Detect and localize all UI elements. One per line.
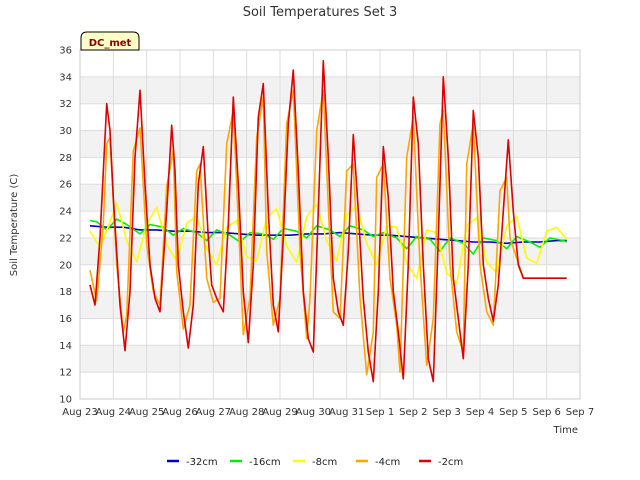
x-tick-label: Sep 6 [532, 407, 560, 418]
x-tick-label: Sep 2 [399, 407, 427, 418]
series-line-8cm [89, 202, 568, 285]
plot-frame [79, 49, 581, 400]
y-tick-label: 20 [59, 260, 72, 271]
x-tick-label: Aug 26 [162, 407, 197, 418]
y-tick-label: 24 [59, 207, 72, 218]
badge-label: DC_met [89, 38, 132, 49]
series-line-2cm [89, 59, 567, 383]
legend-label: -16cm [249, 457, 281, 468]
y-tick-label: 34 [59, 72, 72, 83]
y-tick-label: 28 [59, 153, 72, 164]
x-tick-label: Aug 25 [129, 407, 164, 418]
legend-label: -8cm [312, 457, 337, 468]
axes [79, 49, 581, 400]
x-tick-label: Aug 27 [196, 407, 231, 418]
y-tick-label: 14 [59, 341, 72, 352]
plot-area [80, 50, 580, 399]
x-tick-label: Aug 29 [262, 407, 297, 418]
x-tick-label: Aug 31 [329, 407, 364, 418]
y-tick-label: 22 [59, 233, 72, 244]
y-tick-label: 16 [59, 314, 72, 325]
y-tick-label: 12 [59, 368, 72, 379]
x-tick-label: Sep 4 [466, 407, 494, 418]
station-badge: DC_met [80, 31, 140, 51]
y-tick-label: 26 [59, 180, 72, 191]
legend-label: -2cm [438, 457, 463, 468]
x-axis-label: Time [553, 425, 578, 436]
plot-background [80, 50, 580, 399]
badge-background [80, 31, 140, 51]
y-axis-label: Soil Temperature (C) [9, 174, 20, 277]
y-tick-label: 30 [59, 126, 72, 137]
x-tick-label: Sep 5 [499, 407, 527, 418]
legend: -32cm -16cm -8cm -4cm -2cm [167, 457, 463, 468]
plot-band [80, 76, 580, 104]
plot-band [80, 345, 580, 373]
legend-label: -4cm [375, 457, 400, 468]
x-tick-label: Aug 30 [296, 407, 331, 418]
plot-band [80, 130, 580, 158]
x-tick-label: Aug 23 [62, 407, 97, 418]
x-tick-label: Sep 3 [432, 407, 460, 418]
x-tick-label: Aug 28 [229, 407, 264, 418]
y-tick-labels: 10 12 14 16 18 20 22 24 26 28 30 32 34 36 [59, 46, 72, 406]
y-tick-label: 36 [59, 46, 72, 57]
y-tick-label: 18 [59, 287, 72, 298]
series-lines [89, 59, 568, 383]
chart-title: Soil Temperatures Set 3 [243, 5, 398, 20]
x-tick-label: Sep 7 [566, 407, 594, 418]
y-tick-label: 10 [59, 395, 72, 406]
x-tick-label: Aug 24 [96, 407, 131, 418]
legend-label: -32cm [186, 457, 218, 468]
y-tick-label: 32 [59, 99, 72, 110]
x-tick-label: Sep 1 [366, 407, 394, 418]
